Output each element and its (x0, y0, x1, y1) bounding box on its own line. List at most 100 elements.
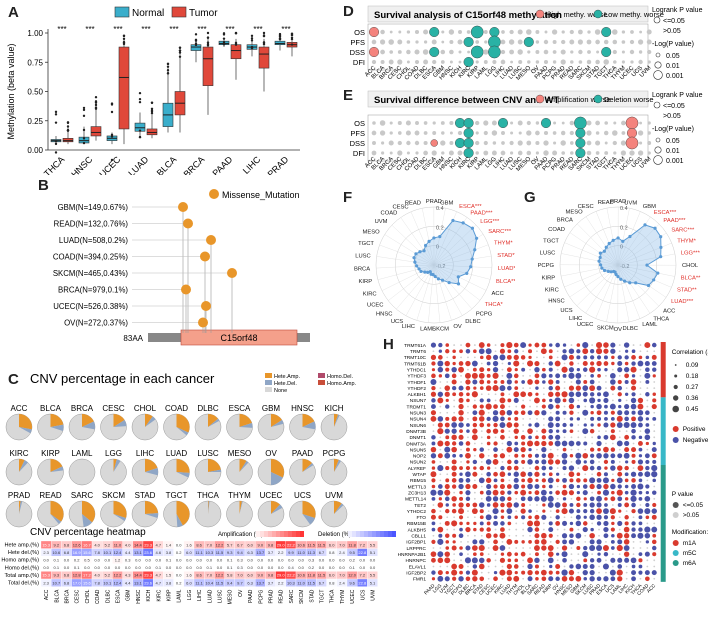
bubble-cell (639, 454, 642, 457)
dotplot-ns-dot (630, 60, 633, 63)
bubble-cell (630, 490, 636, 496)
gene-row-label: TRMT61B (404, 361, 426, 367)
panel-c-label: C (8, 371, 19, 388)
bubble-cell (473, 448, 476, 451)
bubble-cell (617, 465, 622, 470)
dotplot-sig-dot (369, 47, 379, 57)
bubble-cell (557, 356, 559, 358)
bubble-cell (507, 379, 512, 384)
bubble-cell (488, 553, 490, 555)
bubble-cell (639, 436, 642, 439)
radar-point (599, 252, 602, 255)
outlier-point (291, 38, 293, 40)
radar-point (414, 252, 417, 255)
bubble-cell (570, 423, 574, 427)
bubble-cell (619, 436, 621, 438)
bubble-cell (479, 410, 485, 416)
dotplot-ns-dot (578, 39, 583, 44)
heatmap-col-label: OV (238, 589, 244, 597)
bubble-cell (549, 571, 553, 575)
bubble-cell (507, 484, 512, 489)
dotplot-ns-dot (604, 40, 609, 45)
heatmap-row-label: Total del.(%) (8, 581, 39, 587)
dotplot-ns-dot (570, 60, 573, 63)
heatmap-value: 6.3 (247, 550, 253, 555)
bubble-cell (645, 380, 649, 384)
bubble-cell (652, 417, 656, 421)
bubble-cell (474, 400, 476, 402)
bubble-cell (433, 535, 435, 537)
bubble-cell (453, 492, 455, 494)
dotplot-ns-dot (595, 40, 600, 45)
dotplot-ns-dot (630, 30, 634, 34)
signif-label: *** (169, 25, 178, 34)
bubble-cell (598, 381, 600, 383)
pie-legend-label: Homo.Amp. (327, 381, 357, 387)
bubble-cell (500, 392, 504, 396)
dotplot-ns-dot (406, 141, 410, 145)
bubble-cell (626, 572, 628, 574)
bubble-cell (486, 348, 492, 354)
bubble-cell (500, 533, 506, 539)
bubble-cell (638, 472, 643, 477)
bubble-cell (534, 410, 539, 415)
bubble-cell (493, 459, 499, 465)
bubble-cell (528, 576, 533, 581)
bubble-cell (652, 490, 656, 494)
bubble-cell (569, 355, 574, 360)
heatmap-value: 11.5 (318, 573, 326, 578)
bubble-cell (495, 436, 497, 438)
dotplot-ns-dot (415, 141, 419, 145)
bubble-cell (563, 448, 567, 452)
dotplot-ns-dot (433, 121, 436, 124)
bubble-cell (472, 557, 478, 563)
bubble-cell (632, 460, 636, 464)
radar-point (599, 263, 602, 266)
bubble-cell (597, 417, 601, 421)
radar-chart-g: 0.40.20-0.2UVMGBMESCA***PAAD***SARC***TH… (520, 185, 708, 340)
dotplot-ns-dot (423, 49, 428, 54)
heatmap-value: 9.0 (258, 542, 264, 547)
size-legend-dot (672, 406, 679, 413)
bubble-cell (590, 484, 595, 489)
signif-label: *** (113, 25, 122, 34)
bubble-cell (432, 577, 435, 580)
bubble-cell (499, 354, 505, 360)
outlier-point (235, 32, 237, 34)
dotplot-ns-dot (613, 50, 617, 54)
bubble-cell (514, 411, 518, 415)
bubble-cell (604, 405, 608, 409)
outlier-point (139, 129, 141, 131)
heatmap-value: 0.0 (176, 542, 182, 547)
heatmap-value: 0.0 (319, 558, 325, 563)
bubble-cell (591, 443, 593, 445)
bubble-cell (583, 399, 587, 403)
heatmap-col-label: THYM (340, 590, 346, 604)
outlier-point (207, 36, 209, 38)
bubble-cell (487, 423, 491, 427)
dotplot-ns-dot (552, 151, 557, 156)
dotplot-title: Survival analysis of C15orf48 methylatio… (374, 10, 562, 21)
heatmap-value: 4.6 (156, 550, 162, 555)
bubble-cell (652, 453, 657, 458)
bubble-cell (603, 545, 609, 551)
outlier-point (291, 43, 293, 45)
box-tumor (259, 47, 269, 68)
bubble-cell (433, 430, 435, 432)
bubble-cell (459, 528, 463, 532)
bubble-cell (453, 344, 455, 346)
radar-point (616, 236, 619, 239)
bubble-cell (570, 503, 574, 507)
bubble-cell (543, 393, 545, 395)
heatmap-value: 0.0 (370, 558, 376, 563)
bubble-cell (437, 551, 443, 557)
bubble-cell (549, 399, 552, 402)
bubble-cell (564, 406, 566, 408)
gene-row-label: DNMT3B (406, 429, 426, 435)
dotplot-ns-dot (424, 40, 427, 43)
dotplot-ns-dot (639, 122, 642, 125)
bubble-cell (652, 540, 657, 545)
bubble-cell (575, 453, 581, 459)
bubble-cell (562, 545, 567, 550)
bubble-cell (479, 373, 485, 379)
